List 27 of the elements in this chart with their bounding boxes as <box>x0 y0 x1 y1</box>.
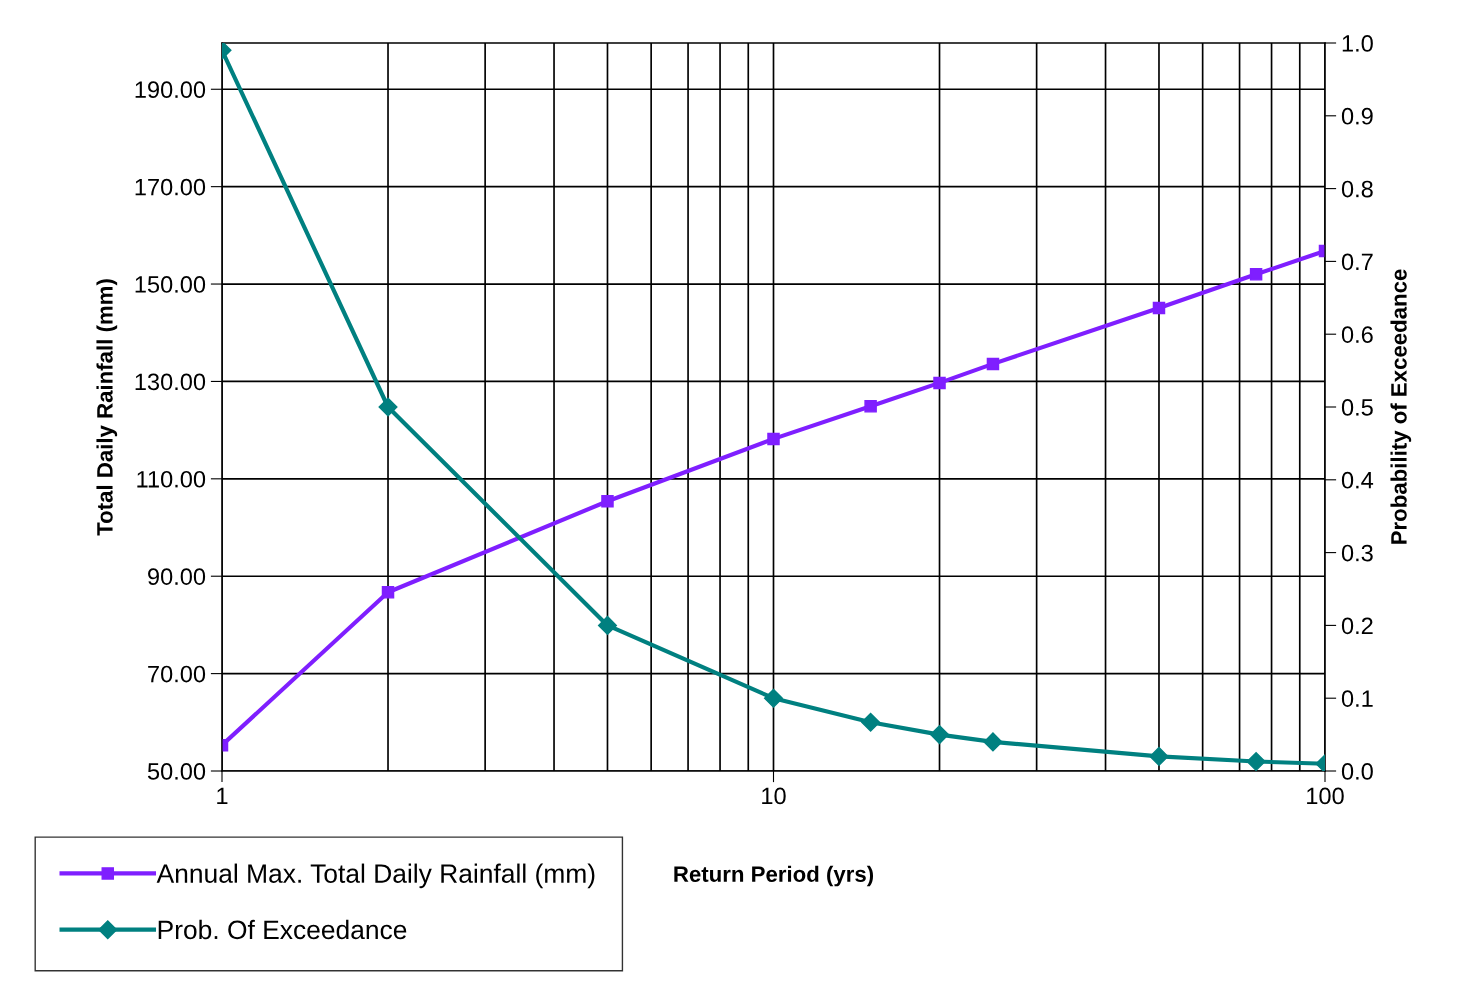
legend-label: Prob. Of Exceedance <box>158 919 407 940</box>
y2-tick-label: 0.4 <box>1341 471 1374 489</box>
y-axis-title: Total Daily Rainfall (mm) <box>96 279 118 536</box>
y2-tick-label: 0.8 <box>1341 180 1373 198</box>
x-tick-label: 10 <box>762 787 786 805</box>
y2-tick-label: 0.1 <box>1341 690 1373 707</box>
legend-label: Annual Max. Total Daily Rainfall (mm) <box>156 863 595 889</box>
y2-tick-label: 0.5 <box>1341 399 1373 416</box>
y-tick-label: 70.00 <box>148 665 206 683</box>
y2-tick-label: 0.0 <box>1341 763 1373 780</box>
y-tick-label: 50.00 <box>147 763 206 780</box>
y-tick-label: 110.00 <box>137 470 206 488</box>
y-tick-label: 150.00 <box>135 276 206 293</box>
y2-tick-label: 0.7 <box>1341 253 1373 271</box>
y-tick-label: 90.00 <box>148 568 206 586</box>
y-tick-label: 190.00 <box>135 81 206 99</box>
y2-tick-label: 0.9 <box>1341 107 1373 125</box>
x-tick-label: 100 <box>1307 787 1344 805</box>
y2-tick-label: 1.0 <box>1342 35 1373 52</box>
y2-tick-label: 0.6 <box>1341 326 1373 343</box>
x-axis-title: Return Period (yrs) <box>674 865 874 887</box>
y2-tick-label: 0.3 <box>1341 544 1373 562</box>
x-tick-label: 1 <box>217 787 228 805</box>
y-tick-label: 130.00 <box>135 373 206 391</box>
y2-axis-title: Probability of Exceedance <box>1390 269 1412 544</box>
y-tick-label: 170.00 <box>135 178 206 196</box>
y2-tick-label: 0.2 <box>1341 617 1373 635</box>
